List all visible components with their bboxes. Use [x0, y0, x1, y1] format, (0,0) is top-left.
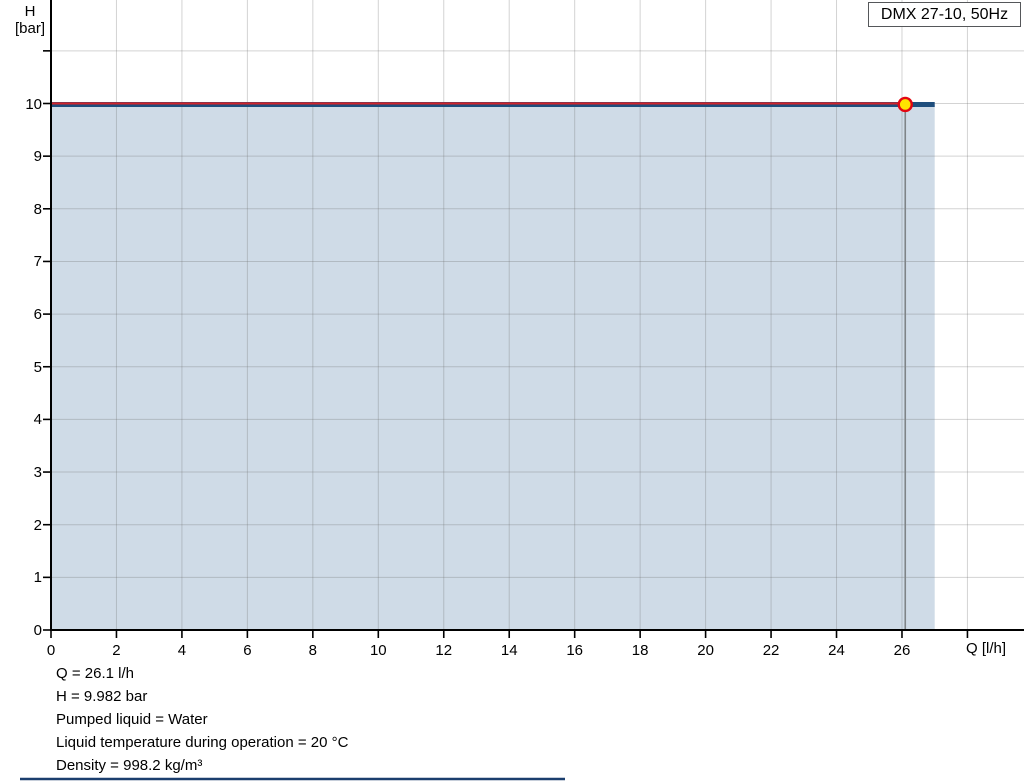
allowed-operating-area: [51, 104, 935, 631]
x-tick-label: 18: [631, 642, 649, 659]
y-tick-label: 9: [33, 148, 42, 166]
x-tick-label: 26: [893, 642, 911, 659]
annotation-line: Density = 998.2 kg/m³: [56, 757, 203, 774]
y-tick-label: 0: [33, 622, 42, 639]
x-tick-label: 8: [308, 642, 317, 659]
y-tick-label: 7: [33, 253, 42, 271]
x-tick-label: 0: [46, 642, 56, 659]
y-tick-label: 10: [25, 95, 42, 113]
y-tick-label: 5: [33, 358, 42, 376]
x-tick-label: 20: [697, 642, 714, 659]
y-tick-label: 8: [33, 200, 42, 218]
y-tick-label: 6: [33, 306, 42, 324]
y-tick-label: 1: [33, 569, 42, 587]
annotation-line: Pumped liquid = Water: [56, 711, 208, 728]
operating-point-marker[interactable]: [897, 96, 913, 113]
x-tick-label: 6: [243, 642, 252, 659]
x-tick-label: 22: [762, 642, 780, 659]
x-axis-unit-label: Q [l/h]: [966, 640, 1007, 657]
y-axis-unit-symbol: H: [24, 3, 36, 20]
y-tick-label: 2: [33, 516, 42, 534]
x-tick-label: 12: [435, 642, 453, 659]
annotation-line: Q = 26.1 l/h: [56, 665, 134, 682]
x-tick-label: 14: [500, 642, 518, 659]
x-tick-label: 24: [828, 642, 845, 659]
y-axis-unit-text: [bar]: [14, 20, 45, 37]
y-axis-unit-label: H [bar]: [4, 3, 56, 37]
annotation-line: Liquid temperature during operation = 20…: [56, 734, 349, 751]
x-tick-label: 2: [112, 642, 121, 659]
chart-title: DMX 27-10, 50Hz: [880, 6, 1009, 23]
y-tick-label: 3: [33, 464, 42, 482]
x-tick-label: 16: [566, 642, 584, 659]
annotation-line: H = 9.982 bar: [56, 688, 148, 705]
operating-data-annotations: Q = 26.1 l/h H = 9.982 bar Pumped liquid =…: [56, 662, 348, 777]
chart-title-box: DMX 27-10, 50Hz: [868, 2, 1021, 27]
y-tick-label: 4: [33, 411, 42, 429]
x-tick-label: 10: [369, 642, 387, 659]
x-tick-label: 4: [177, 642, 187, 659]
